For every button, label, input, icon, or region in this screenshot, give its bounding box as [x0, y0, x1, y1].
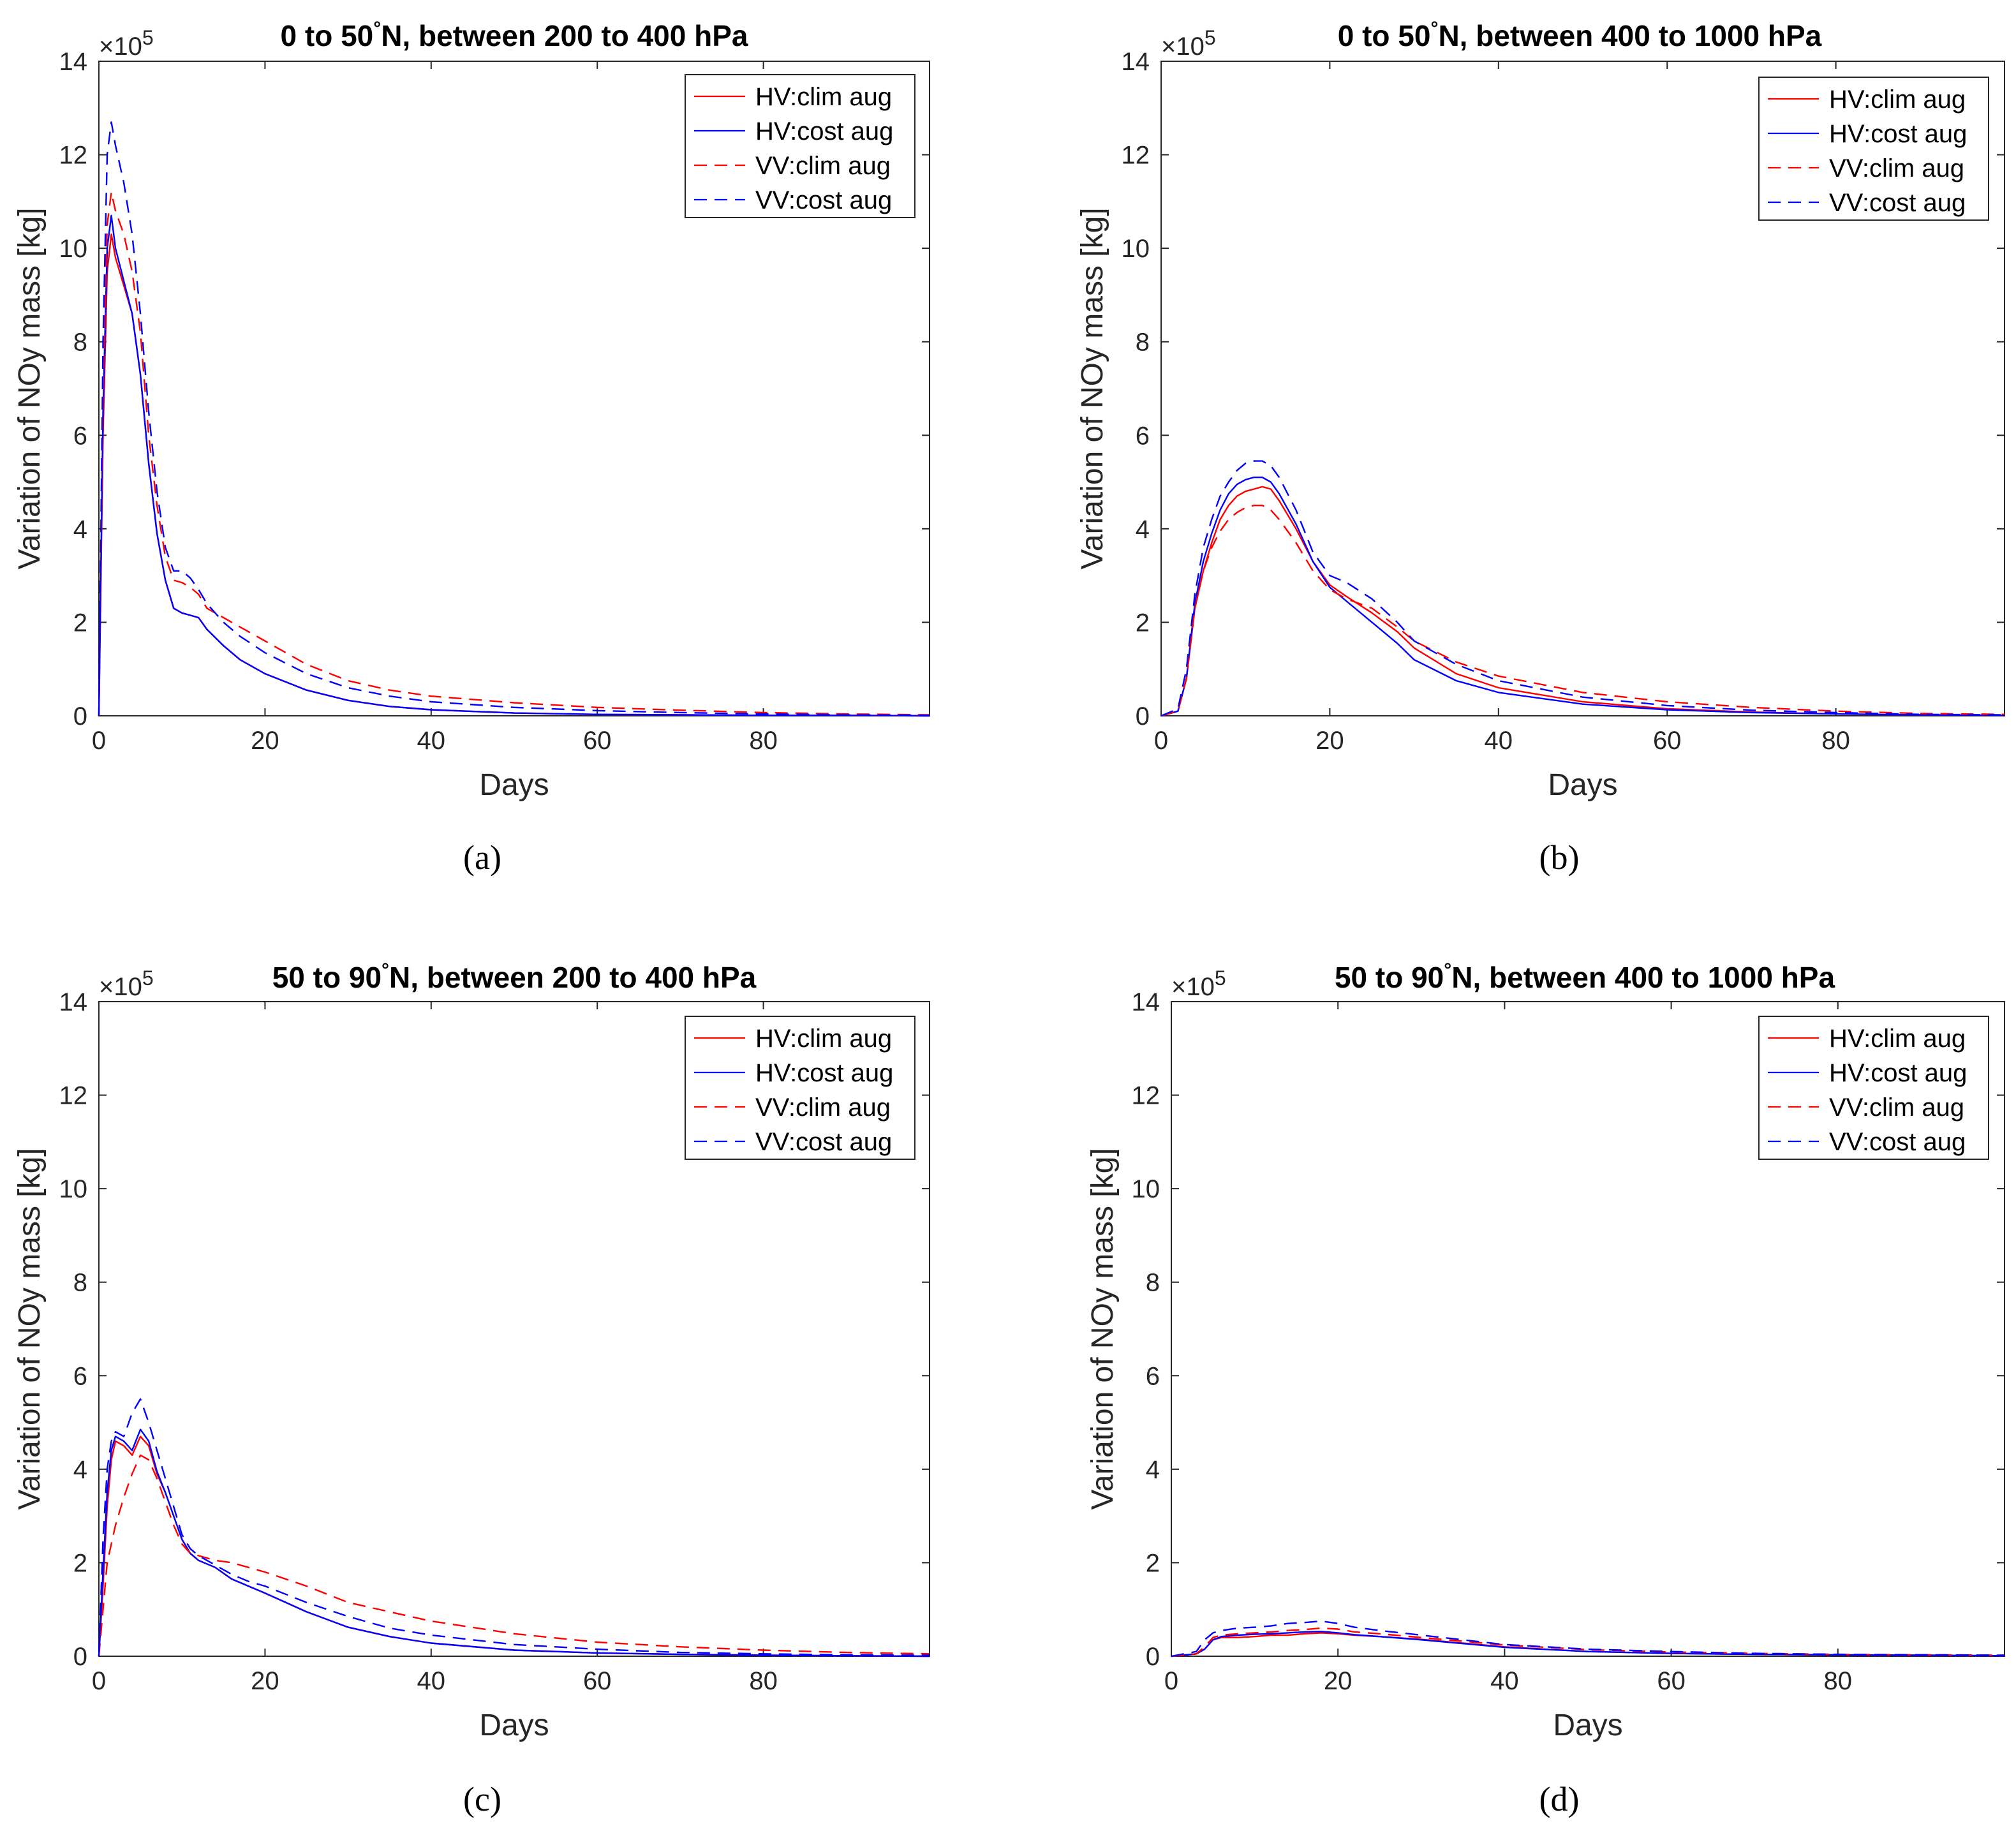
legend-label-hv-cost: HV:cost aug — [1829, 120, 1967, 148]
panel-label: (d) — [1539, 1780, 1580, 1818]
y-axis-label: Variation of NOy mass [kg] — [13, 207, 47, 569]
legend: HV:clim aug HV:cost aug VV:clim aug VV:c… — [1759, 1016, 1989, 1159]
y-tick-label: 6 — [1136, 422, 1150, 450]
y-tick-label: 4 — [73, 1456, 87, 1484]
legend-label-hv-cost: HV:cost aug — [755, 117, 893, 145]
x-tick-label: 80 — [749, 1667, 778, 1695]
legend-label-vv-clim: VV:clim aug — [755, 152, 891, 180]
y-axis-label: Variation of NOy mass [kg] — [1086, 1148, 1120, 1509]
y-axis-label: Variation of NOy mass [kg] — [1076, 207, 1109, 569]
panel-label: (c) — [463, 1780, 501, 1818]
x-tick-label: 0 — [92, 1667, 106, 1695]
y-tick-label: 0 — [73, 1643, 87, 1671]
legend-label-vv-clim: VV:clim aug — [755, 1094, 891, 1122]
chart-title: 50 to 90°N, between 200 to 400 hPa — [272, 960, 757, 994]
legend-label-vv-clim: VV:clim aug — [1829, 1094, 1964, 1122]
y-tick-label: 2 — [1136, 609, 1150, 637]
legend-label-vv-cost: VV:cost aug — [755, 1128, 892, 1156]
legend-label-hv-clim: HV:clim aug — [755, 83, 892, 111]
x-tick-label: 60 — [1657, 1667, 1686, 1695]
x-tick-label: 40 — [1490, 1667, 1519, 1695]
x-tick-label: 80 — [1824, 1667, 1853, 1695]
x-axis-label: Days — [1553, 1709, 1622, 1742]
y-tick-label: 8 — [73, 1269, 87, 1297]
panel-label: (b) — [1539, 838, 1580, 877]
y-tick-label: 8 — [1146, 1269, 1160, 1297]
chart-title: 50 to 90°N, between 400 to 1000 hPa — [1335, 960, 1835, 994]
legend: HV:clim aug HV:cost aug VV:clim aug VV:c… — [685, 1016, 915, 1159]
x-axis-label: Days — [1548, 768, 1617, 802]
legend: HV:clim aug HV:cost aug VV:clim aug VV:c… — [685, 75, 915, 218]
x-axis-label: Days — [479, 768, 549, 802]
x-tick-label: 20 — [251, 1667, 279, 1695]
y-tick-label: 14 — [59, 48, 88, 76]
x-tick-label: 0 — [1154, 727, 1168, 755]
x-tick-label: 60 — [583, 1667, 612, 1695]
y-tick-label: 12 — [59, 142, 88, 170]
x-tick-label: 40 — [417, 1667, 446, 1695]
x-tick-label: 40 — [417, 727, 446, 755]
y-tick-label: 6 — [1146, 1362, 1160, 1390]
legend-label-hv-cost: HV:cost aug — [1829, 1059, 1967, 1087]
y-tick-label: 6 — [73, 1362, 87, 1390]
y-tick-label: 8 — [1136, 329, 1150, 357]
legend: HV:clim aug HV:cost aug VV:clim aug VV:c… — [1759, 77, 1989, 220]
y-tick-label: 2 — [1146, 1549, 1160, 1577]
y-tick-label: 2 — [73, 609, 87, 637]
x-tick-label: 0 — [1164, 1667, 1178, 1695]
legend-label-hv-clim: HV:clim aug — [1829, 1025, 1966, 1053]
x-tick-label: 0 — [92, 727, 106, 755]
y-tick-label: 0 — [1146, 1643, 1160, 1671]
y-tick-label: 4 — [1146, 1456, 1160, 1484]
x-tick-label: 60 — [583, 727, 612, 755]
legend-label-hv-clim: HV:clim aug — [1829, 85, 1966, 114]
chart-title: 0 to 50°N, between 400 to 1000 hPa — [1338, 18, 1822, 52]
figure: 0 to 50°N, between 200 to 400 hPa ×105 0… — [0, 0, 2016, 1824]
y-tick-label: 14 — [1122, 48, 1150, 76]
y-tick-label: 2 — [73, 1549, 87, 1577]
x-axis-label: Days — [479, 1709, 549, 1742]
y-tick-label: 4 — [1136, 515, 1150, 544]
y-tick-label: 6 — [73, 422, 87, 450]
y-tick-label: 14 — [1132, 988, 1160, 1016]
y-tick-label: 10 — [1122, 235, 1150, 263]
y-tick-label: 8 — [73, 329, 87, 357]
legend-label-vv-cost: VV:cost aug — [1829, 1128, 1966, 1156]
y-tick-label: 14 — [59, 988, 88, 1016]
legend-label-hv-cost: HV:cost aug — [755, 1059, 893, 1087]
legend-label-vv-clim: VV:clim aug — [1829, 154, 1964, 182]
y-tick-label: 10 — [59, 235, 88, 263]
y-axis-label: Variation of NOy mass [kg] — [13, 1148, 47, 1509]
y-tick-label: 4 — [73, 515, 87, 544]
x-tick-label: 20 — [251, 727, 279, 755]
y-tick-label: 0 — [73, 702, 87, 730]
chart-title: 0 to 50°N, between 200 to 400 hPa — [281, 18, 748, 52]
y-tick-label: 10 — [1132, 1175, 1160, 1203]
y-tick-label: 0 — [1136, 702, 1150, 730]
y-tick-label: 12 — [1132, 1082, 1160, 1110]
x-tick-label: 20 — [1324, 1667, 1353, 1695]
x-tick-label: 60 — [1653, 727, 1682, 755]
x-tick-label: 80 — [749, 727, 778, 755]
y-tick-label: 12 — [59, 1082, 88, 1110]
x-tick-label: 20 — [1316, 727, 1344, 755]
y-tick-label: 10 — [59, 1175, 88, 1203]
x-tick-label: 80 — [1821, 727, 1850, 755]
legend-label-vv-cost: VV:cost aug — [1829, 189, 1966, 217]
x-tick-label: 40 — [1485, 727, 1513, 755]
panel-label: (a) — [463, 838, 501, 877]
legend-label-hv-clim: HV:clim aug — [755, 1025, 892, 1053]
legend-label-vv-cost: VV:cost aug — [755, 186, 892, 214]
y-tick-label: 12 — [1122, 142, 1150, 170]
